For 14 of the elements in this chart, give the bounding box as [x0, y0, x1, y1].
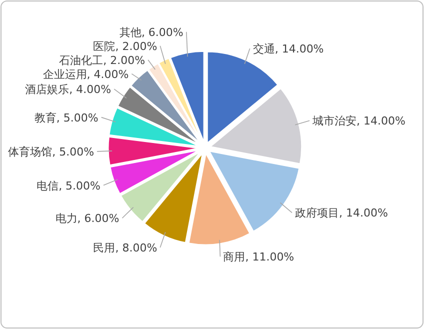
- slice-label: 企业运用, 4.00%: [42, 68, 129, 81]
- slice-label: 酒店娱乐, 4.00%: [25, 83, 112, 96]
- slice-label: 城市治安, 14.00%: [312, 114, 406, 128]
- slice-label: 交通, 14.00%: [252, 42, 324, 56]
- slice-label: 政府项目, 14.00%: [294, 206, 388, 220]
- slice-label: 商用, 11.00%: [223, 250, 294, 264]
- slice-label: 石油化工, 2.00%: [59, 54, 146, 67]
- slice-label: 体育场馆, 5.00%: [8, 145, 94, 158]
- slice-label: 电信, 5.00%: [36, 179, 101, 192]
- slice-label: 电力, 6.00%: [55, 212, 120, 226]
- slice-label: 其他, 6.00%: [119, 26, 184, 39]
- slice-label: 医院, 2.00%: [93, 40, 158, 53]
- slice-label: 民用, 8.00%: [93, 242, 158, 255]
- slice-label: 教育, 5.00%: [34, 111, 98, 124]
